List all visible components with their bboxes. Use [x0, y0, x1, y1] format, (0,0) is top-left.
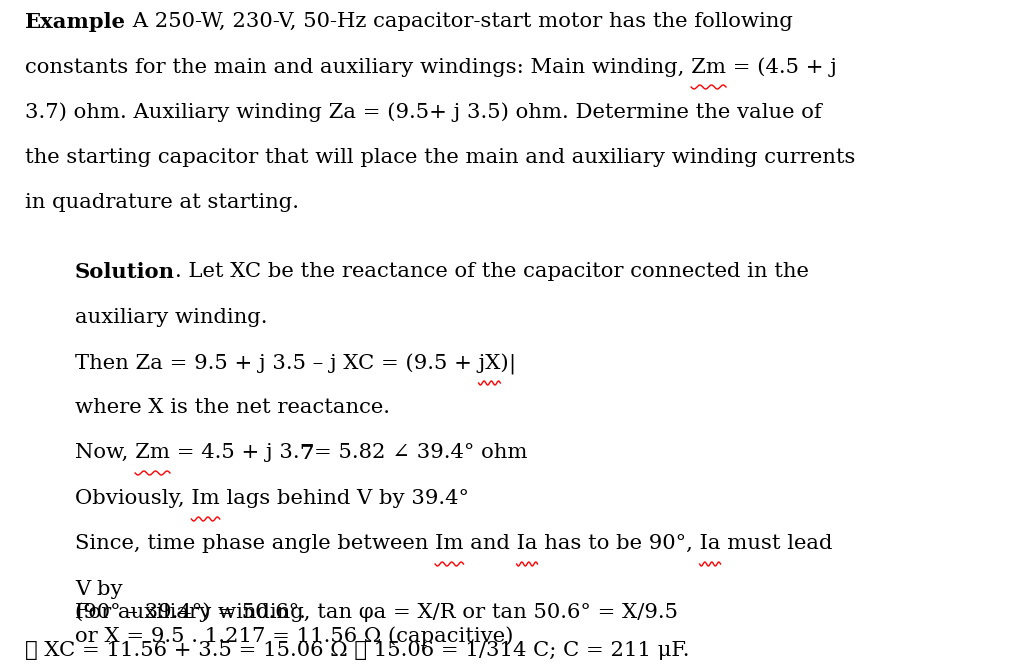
- Text: Now, Zm = 4.5 + j 3.: Now, Zm = 4.5 + j 3.: [75, 443, 299, 462]
- Text: ∴ XC = 11.56 + 3.5 = 15.06 Ω ∴ 15.06 = 1/314 C; C = 211 μF.: ∴ XC = 11.56 + 3.5 = 15.06 Ω ∴ 15.06 = 1…: [25, 641, 689, 660]
- Text: A 250-W, 230-V, 50-Hz capacitor-start motor has the following: A 250-W, 230-V, 50-Hz capacitor-start mo…: [126, 12, 793, 31]
- Text: or X = 9.5 . 1.217 = 11.56 Ω (capacitive): or X = 9.5 . 1.217 = 11.56 Ω (capacitive…: [75, 626, 514, 646]
- Text: Example: Example: [25, 12, 126, 32]
- Text: V by: V by: [75, 580, 123, 599]
- Text: constants for the main and auxiliary windings: Main winding, Zm = (4.5 + j: constants for the main and auxiliary win…: [25, 57, 837, 76]
- Text: 7: 7: [299, 443, 315, 463]
- Text: in quadrature at starting.: in quadrature at starting.: [25, 193, 299, 212]
- Text: Obviously, Im lags behind V by 39.4°: Obviously, Im lags behind V by 39.4°: [75, 489, 469, 508]
- Text: (90° – 39.4°) = 50.6°.: (90° – 39.4°) = 50.6°.: [75, 603, 306, 622]
- Text: Since, time phase angle between Im and Ia has to be 90°, Ia must lead: Since, time phase angle between Im and I…: [75, 534, 832, 553]
- Text: the starting capacitor that will place the main and auxiliary winding currents: the starting capacitor that will place t…: [25, 148, 856, 167]
- Text: . Let XC be the reactance of the capacitor connected in the: . Let XC be the reactance of the capacit…: [175, 262, 809, 281]
- Text: Solution: Solution: [75, 262, 175, 282]
- Text: For auxiliary winding, tan φa = X/R or tan 50.6° = X/9.5: For auxiliary winding, tan φa = X/R or t…: [75, 603, 678, 622]
- Text: Then Za = 9.5 + j 3.5 – j XC = (9.5 + jX): Then Za = 9.5 + j 3.5 – j XC = (9.5 + jX…: [75, 353, 509, 372]
- Text: 3.7) ohm. Auxiliary winding Za = (9.5+ j 3.5) ohm. Determine the value of: 3.7) ohm. Auxiliary winding Za = (9.5+ j…: [25, 102, 822, 121]
- Text: auxiliary winding.: auxiliary winding.: [75, 308, 268, 327]
- Text: |: |: [509, 353, 516, 374]
- Text: where X is the net reactance.: where X is the net reactance.: [75, 398, 390, 417]
- Text: = 5.82 ∠ 39.4° ohm: = 5.82 ∠ 39.4° ohm: [315, 443, 528, 462]
